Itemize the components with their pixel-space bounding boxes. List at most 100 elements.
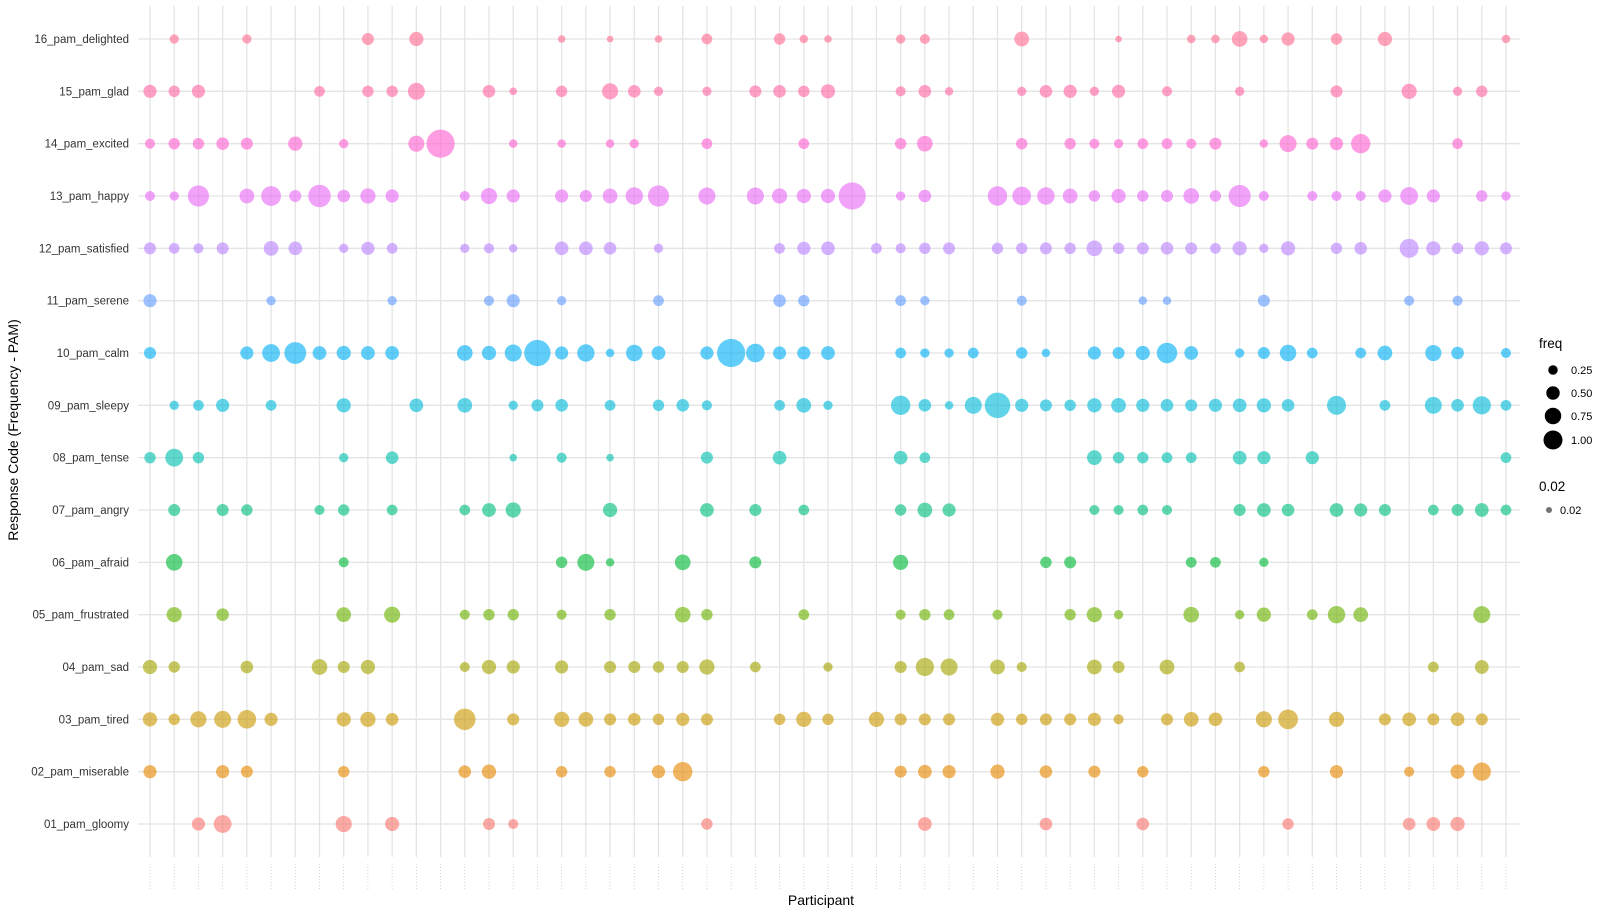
point-10-pam-calm — [456, 345, 473, 361]
point-12-pam-satisfied — [774, 242, 785, 254]
point-13-pam-happy — [1111, 188, 1126, 204]
point-13-pam-happy — [579, 189, 592, 203]
point-09-pam-sleepy — [508, 400, 518, 410]
point-03-pam-tired — [604, 713, 617, 726]
point-10-pam-calm — [967, 347, 979, 359]
point-07-pam-angry — [505, 502, 521, 518]
point-15-pam-glad — [482, 85, 496, 98]
y-tick-label-08-pam-tense: 08_pam_tense — [53, 453, 129, 465]
point-05-pam-frustrated — [556, 609, 567, 620]
point-14-pam-excited — [605, 139, 615, 148]
point-16-pam-delighted — [169, 34, 179, 44]
legend: freq 0.25 0.50 0.75 1.00 0.02 0.02 — [1539, 336, 1592, 517]
point-02-pam-miserable — [1137, 765, 1149, 778]
point-13-pam-happy — [1183, 188, 1200, 204]
point-13-pam-happy — [337, 189, 351, 203]
point-07-pam-angry — [1281, 503, 1295, 517]
point-05-pam-frustrated — [1234, 610, 1245, 620]
point-04-pam-sad — [990, 659, 1005, 675]
point-13-pam-happy — [1228, 184, 1251, 208]
point-10-pam-calm — [577, 344, 595, 362]
point-06-pam-afraid — [893, 554, 909, 570]
point-12-pam-satisfied — [386, 242, 398, 254]
point-14-pam-excited — [1279, 135, 1297, 153]
point-15-pam-glad — [653, 86, 664, 96]
point-04-pam-sad — [142, 659, 158, 675]
point-04-pam-sad — [311, 659, 328, 675]
point-02-pam-miserable — [240, 765, 253, 778]
point-16-pam-delighted — [1211, 34, 1220, 44]
point-15-pam-glad — [798, 85, 810, 98]
point-16-pam-delighted — [701, 33, 713, 45]
point-02-pam-miserable — [458, 765, 472, 778]
point-10-pam-calm — [240, 346, 254, 360]
point-10-pam-calm — [555, 346, 569, 360]
point-10-pam-calm — [1135, 345, 1150, 361]
point-07-pam-angry — [386, 504, 398, 516]
point-10-pam-calm — [895, 347, 907, 359]
y-tick-label-01-pam-gloomy: 01_pam_gloomy — [44, 819, 129, 831]
point-13-pam-happy — [308, 184, 331, 208]
point-01-pam-gloomy — [482, 817, 496, 831]
point-12-pam-satisfied — [1185, 242, 1198, 255]
point-03-pam-tired — [918, 713, 931, 726]
point-08-pam-tense — [1257, 451, 1271, 465]
point-12-pam-satisfied — [339, 243, 349, 253]
point-12-pam-satisfied — [603, 242, 617, 255]
point-03-pam-tired — [1255, 711, 1272, 728]
point-13-pam-happy — [602, 188, 618, 204]
point-16-pam-delighted — [361, 32, 374, 46]
point-15-pam-glad — [407, 82, 425, 100]
point-13-pam-happy — [459, 190, 470, 202]
point-04-pam-sad — [652, 661, 665, 673]
point-07-pam-angry — [894, 504, 907, 516]
point-13-pam-happy — [187, 185, 210, 207]
point-14-pam-excited — [192, 137, 205, 150]
point-09-pam-sleepy — [676, 399, 690, 412]
point-09-pam-sleepy — [652, 399, 665, 412]
point-05-pam-frustrated — [166, 607, 182, 623]
point-15-pam-glad — [362, 85, 374, 98]
point-08-pam-tense — [556, 452, 567, 463]
point-12-pam-satisfied — [1210, 242, 1221, 254]
point-10-pam-calm — [1377, 345, 1393, 361]
point-14-pam-excited — [216, 137, 229, 150]
point-13-pam-happy — [698, 187, 716, 205]
point-13-pam-happy — [385, 189, 399, 203]
point-03-pam-tired — [385, 713, 399, 726]
y-tick-label-12-pam-satisfied: 12_pam_satisfied — [39, 243, 129, 255]
point-08-pam-tense — [606, 453, 614, 462]
point-12-pam-satisfied — [871, 242, 882, 254]
point-16-pam-delighted — [557, 35, 566, 43]
point-07-pam-angry — [216, 503, 229, 517]
point-10-pam-calm — [1257, 346, 1270, 360]
point-09-pam-sleepy — [823, 400, 833, 410]
point-02-pam-miserable — [143, 765, 157, 779]
point-08-pam-tense — [700, 451, 713, 464]
point-04-pam-sad — [168, 661, 180, 673]
point-15-pam-glad — [555, 85, 568, 98]
point-09-pam-sleepy — [457, 397, 473, 413]
point-15-pam-glad — [1476, 85, 1488, 98]
x-tick-marks — [149, 864, 1507, 890]
y-tick-label-16-pam-delighted: 16_pam_delighted — [34, 34, 129, 46]
point-06-pam-afraid — [674, 554, 691, 571]
point-03-pam-tired — [554, 711, 570, 727]
point-10-pam-calm — [651, 346, 666, 360]
point-07-pam-angry — [1427, 504, 1439, 516]
point-03-pam-tired — [773, 713, 786, 726]
point-01-pam-gloomy — [1039, 817, 1053, 831]
y-tick-label-05-pam-frustrated: 05_pam_frustrated — [32, 610, 129, 622]
point-03-pam-tired — [1087, 712, 1101, 726]
point-12-pam-satisfied — [1232, 241, 1247, 256]
point-05-pam-frustrated — [1353, 607, 1369, 623]
point-09-pam-sleepy — [1160, 399, 1174, 412]
legend-size-label: 0.50 — [1571, 388, 1592, 400]
point-05-pam-frustrated — [943, 609, 955, 621]
y-axis-title: Response Code (Frequency - PAM) — [5, 319, 21, 541]
point-02-pam-miserable — [1088, 765, 1101, 778]
point-14-pam-excited — [240, 137, 253, 150]
point-07-pam-angry — [1161, 504, 1173, 516]
point-10-pam-calm — [1112, 346, 1125, 360]
